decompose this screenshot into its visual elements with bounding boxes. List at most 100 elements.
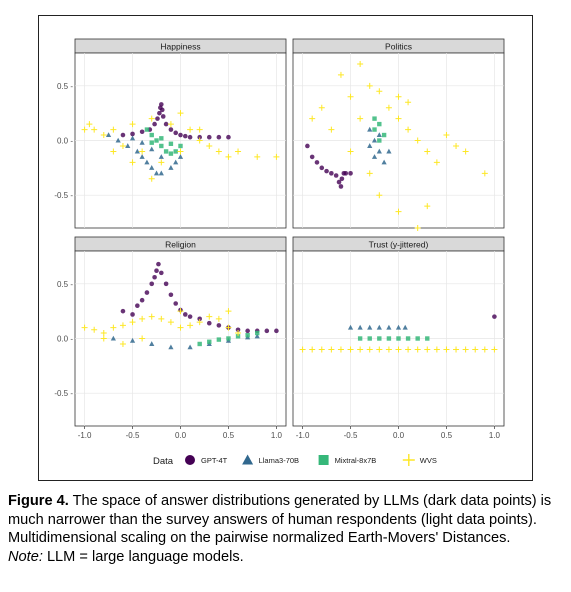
mixtral-8x7b-point (235, 334, 241, 339)
gpt-4t-point (343, 171, 349, 176)
gpt-4t-point (235, 327, 241, 333)
llama3-70b-point (367, 324, 373, 330)
y-tick-label: -0.5 - (54, 191, 73, 200)
wvs-point (376, 192, 383, 199)
wvs-point (453, 346, 460, 353)
wvs-point (376, 346, 383, 353)
mixtral-8x7b-point (425, 336, 430, 341)
wvs-point (206, 142, 213, 149)
wvs-point (337, 346, 344, 353)
llama3-70b-point (381, 159, 387, 165)
figure-caption: Figure 4. The space of answer distributi… (8, 492, 564, 566)
gpt-4t-point (187, 134, 193, 140)
llama3-70b-point (376, 148, 382, 154)
wvs-point (424, 346, 431, 353)
llama3-70b-point (367, 126, 373, 132)
gpt-4t-point (154, 268, 159, 273)
llama3-70b-point (110, 335, 116, 341)
wvs-point (414, 137, 421, 144)
wvs-point (81, 324, 88, 331)
x-tick-label: -0.5 (126, 431, 140, 440)
mixtral-8x7b-point (381, 132, 387, 138)
figure-frame: Happiness 0.5 - 0.0 - -0.5 - Politics Religio… (38, 15, 533, 481)
gpt-4t-point (152, 274, 157, 280)
figure-label: Figure 4. (8, 493, 69, 509)
wvs-point (81, 126, 88, 133)
mixtral-8x7b-point (245, 333, 250, 338)
legend-key-llama3-70b: Llama3-70B (242, 454, 299, 465)
gpt-4t-point (135, 303, 140, 308)
llama3-70b-point (386, 324, 392, 330)
gpt-4t-point (305, 143, 310, 149)
gpt-4t-point (173, 301, 179, 306)
llama3-70b-point (149, 165, 155, 170)
wvs-point (100, 132, 107, 139)
wvs-point (414, 346, 421, 353)
wvs-point (385, 346, 392, 353)
wvs-point (366, 170, 373, 177)
mixtral-8x7b-point (163, 149, 169, 154)
wvs-point (395, 208, 402, 215)
wvs-point (139, 148, 146, 155)
wvs-point (100, 335, 107, 342)
y-tick-label: 0.0 - (57, 335, 73, 344)
llama3-70b-point (177, 154, 184, 159)
wvs-point (309, 346, 316, 353)
llama3-70b-point (144, 159, 150, 165)
llama3-70b-point (125, 143, 131, 148)
gpt-4t-point (216, 134, 222, 140)
legend-key-mixtral-8x7b: Mixtral-8x7B (318, 455, 376, 465)
mixtral-8x7b-point (372, 127, 377, 132)
gpt-4t-point (168, 292, 174, 298)
wvs-point (357, 346, 364, 353)
gpt-4t-point (206, 134, 212, 140)
llama3-70b-point (168, 344, 174, 350)
wvs-point (119, 322, 126, 329)
mixtral-8x7b-point (405, 336, 411, 341)
wvs-point (273, 153, 280, 160)
legend-title: Data (153, 456, 174, 467)
llama3-70b-point (402, 324, 408, 330)
mixtral-8x7b-point (377, 121, 382, 127)
y-tick-label: 0.5 - (57, 280, 73, 289)
gpt-4t-point (226, 134, 231, 140)
wvs-point (395, 346, 402, 353)
wvs-point (481, 346, 488, 353)
legend-symbol (402, 454, 415, 466)
gpt-4t-point (492, 314, 497, 319)
llama3-70b-point (105, 132, 112, 138)
mixtral-8x7b-point (372, 116, 377, 121)
mixtral-8x7b-point (197, 341, 202, 347)
gpt-4t-point (173, 130, 179, 136)
wvs-point (405, 126, 412, 133)
gpt-4t-point (144, 290, 150, 295)
gpt-4t-point (348, 171, 353, 176)
wvs-point (462, 346, 469, 353)
wvs-point (481, 170, 488, 177)
llama3-70b-point (173, 159, 179, 165)
wvs-point (177, 324, 184, 331)
gpt-4t-point (338, 184, 344, 189)
wvs-point (318, 104, 325, 111)
y-tick-label: -0.5 - (54, 389, 73, 398)
wvs-point (110, 126, 117, 133)
x-tick-label: 0.0 (393, 431, 405, 440)
gpt-4t-point (182, 133, 188, 139)
legend-key-gpt-4t: GPT-4T (185, 455, 228, 465)
x-tick-label: -1.0 (296, 431, 310, 440)
mixtral-8x7b-point (144, 127, 150, 132)
gpt-4t-point (160, 114, 166, 119)
wvs-point (91, 126, 98, 133)
llama3-70b-point (386, 148, 392, 154)
wvs-point (328, 126, 335, 133)
legend-label: WVS (420, 456, 437, 465)
gpt-4t-point (178, 132, 183, 138)
wvs-point (405, 346, 412, 353)
wvs-point (215, 315, 222, 322)
chart: Happiness 0.5 - 0.0 - -0.5 - Politics Religio… (54, 38, 505, 467)
gpt-4t-point (149, 281, 155, 287)
gpt-4t-point (245, 328, 250, 334)
wvs-point (309, 115, 316, 122)
caption-text: The space of answer distributions genera… (8, 493, 552, 546)
gpt-4t-point (155, 116, 160, 121)
